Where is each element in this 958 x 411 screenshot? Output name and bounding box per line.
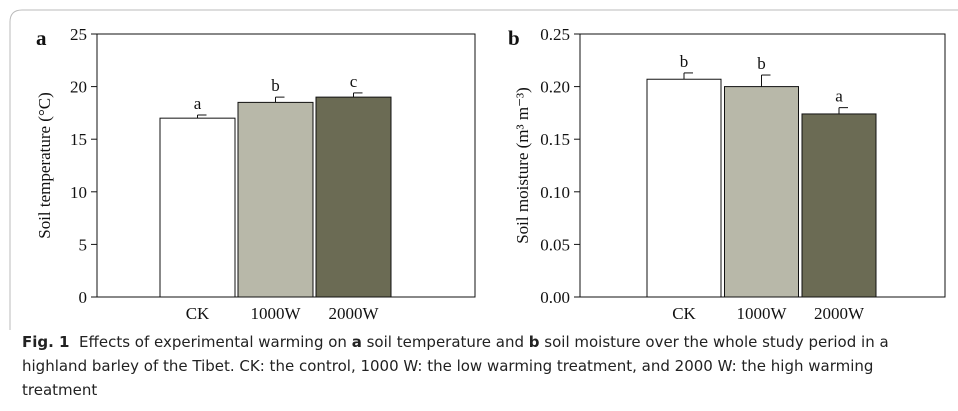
x-tick-label: 2000W [814,304,865,323]
y-tick-label: 0.10 [540,183,570,202]
bar [646,78,722,298]
plot-frame [579,33,946,298]
caption: Fig. 1 Effects of experimental warming o… [22,330,947,402]
panel-label: a [36,26,47,50]
y-tick-label: 0.20 [540,78,570,97]
x-tick-label: CK [672,304,696,323]
caption-text: b [528,333,540,351]
y-tick-label: 20 [70,78,87,97]
y-tick-label: 0 [79,288,88,307]
y-tick-label: 0.00 [540,288,570,307]
caption-text: a [351,333,362,351]
x-tick-label: 2000W [328,304,379,323]
bar [315,96,392,298]
y-tick-label: 0.25 [540,25,570,44]
figure: a Soil temperature (°C) 0 5 10 15 20 25 a CK b 1000… [9,9,958,330]
significance-letter: a [194,94,202,113]
plot-frame [96,33,476,298]
caption-text: soil temperature and [366,333,524,351]
significance-letter: b [271,76,280,95]
significance-letter: b [757,54,766,73]
significance-letter: b [680,52,689,71]
x-tick-label: 1000W [736,304,787,323]
bar [159,117,236,298]
y-tick-label: 0.05 [540,235,570,254]
y-tick-label: 5 [79,235,88,254]
y-tick-label: 0.15 [540,130,570,149]
y-axis-label: Soil moisture (m³ m⁻³) [513,87,532,244]
frame [9,9,958,330]
x-tick-label: CK [186,304,210,323]
y-axis-label: Soil temperature (°C) [35,92,54,239]
significance-letter: a [835,87,843,106]
y-tick-label: 10 [70,183,87,202]
x-tick-label: 1000W [250,304,301,323]
y-tick-label: 25 [70,25,87,44]
panel-label: b [508,26,520,50]
caption-text: soil moisture over the whole study perio… [22,333,889,399]
caption-label: Fig. 1 [22,333,70,351]
bar [801,113,877,298]
y-tick-label: 15 [70,130,87,149]
bar [724,86,799,298]
significance-letter: c [350,72,358,91]
bar [237,101,314,298]
caption-text: Effects of experimental warming on [79,333,347,351]
